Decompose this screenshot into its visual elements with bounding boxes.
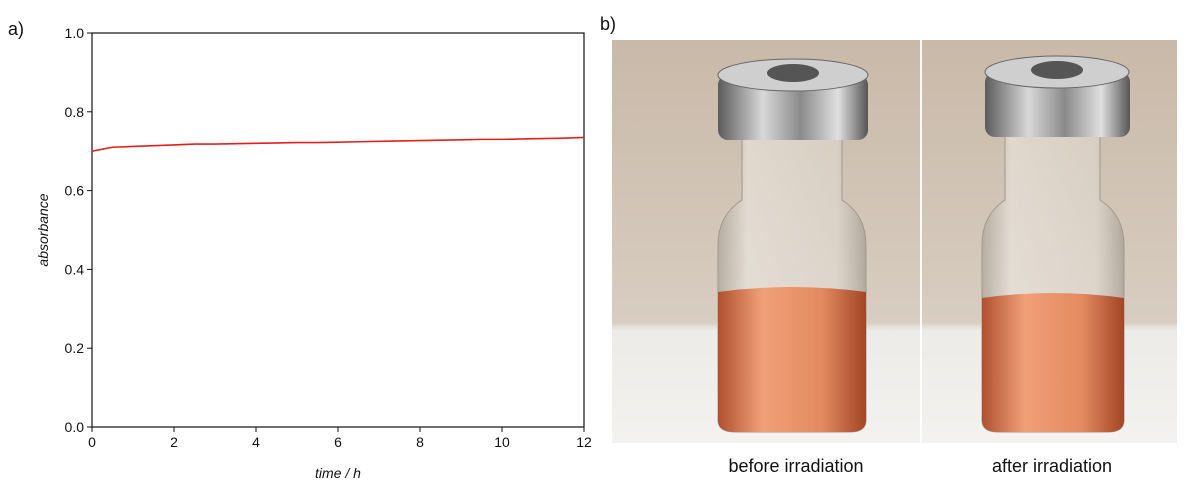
y-tick-label: 0.4: [65, 261, 85, 277]
data-line: [91, 136, 585, 152]
y-tick-label: 0.2: [65, 340, 85, 356]
x-axis-label: time / h: [315, 465, 361, 481]
photo-caption: before irradiation: [728, 456, 863, 476]
x-tick-label: 8: [416, 434, 424, 450]
y-axis-label: absorbance: [35, 193, 51, 266]
solution: [718, 287, 866, 432]
x-tick-label: 12: [576, 434, 592, 450]
x-tick-label: 4: [252, 434, 260, 450]
x-tick-label: 2: [170, 434, 178, 450]
line-chart: time / h absorbance 0.0 0.2 0.4 0.6 0.8 1.0 0 2…: [35, 25, 592, 481]
y-tick-label: 0.0: [65, 419, 85, 435]
photo: [922, 40, 1177, 443]
x-tick-label: 10: [494, 434, 510, 450]
y-tick-label: 1.0: [65, 25, 85, 41]
cap: [718, 75, 868, 140]
photo-caption: after irradiation: [992, 456, 1112, 476]
y-tick-label: 0.6: [65, 183, 85, 199]
photo: [612, 40, 920, 443]
y-tick-label: 0.8: [65, 104, 85, 120]
plot-frame: [91, 32, 585, 428]
solution: [982, 293, 1124, 432]
cap: [985, 72, 1130, 137]
panel-label: b): [600, 14, 616, 34]
x-tick-label: 0: [88, 434, 96, 450]
x-tick-label: 6: [334, 434, 342, 450]
panel-label: a): [8, 19, 24, 39]
